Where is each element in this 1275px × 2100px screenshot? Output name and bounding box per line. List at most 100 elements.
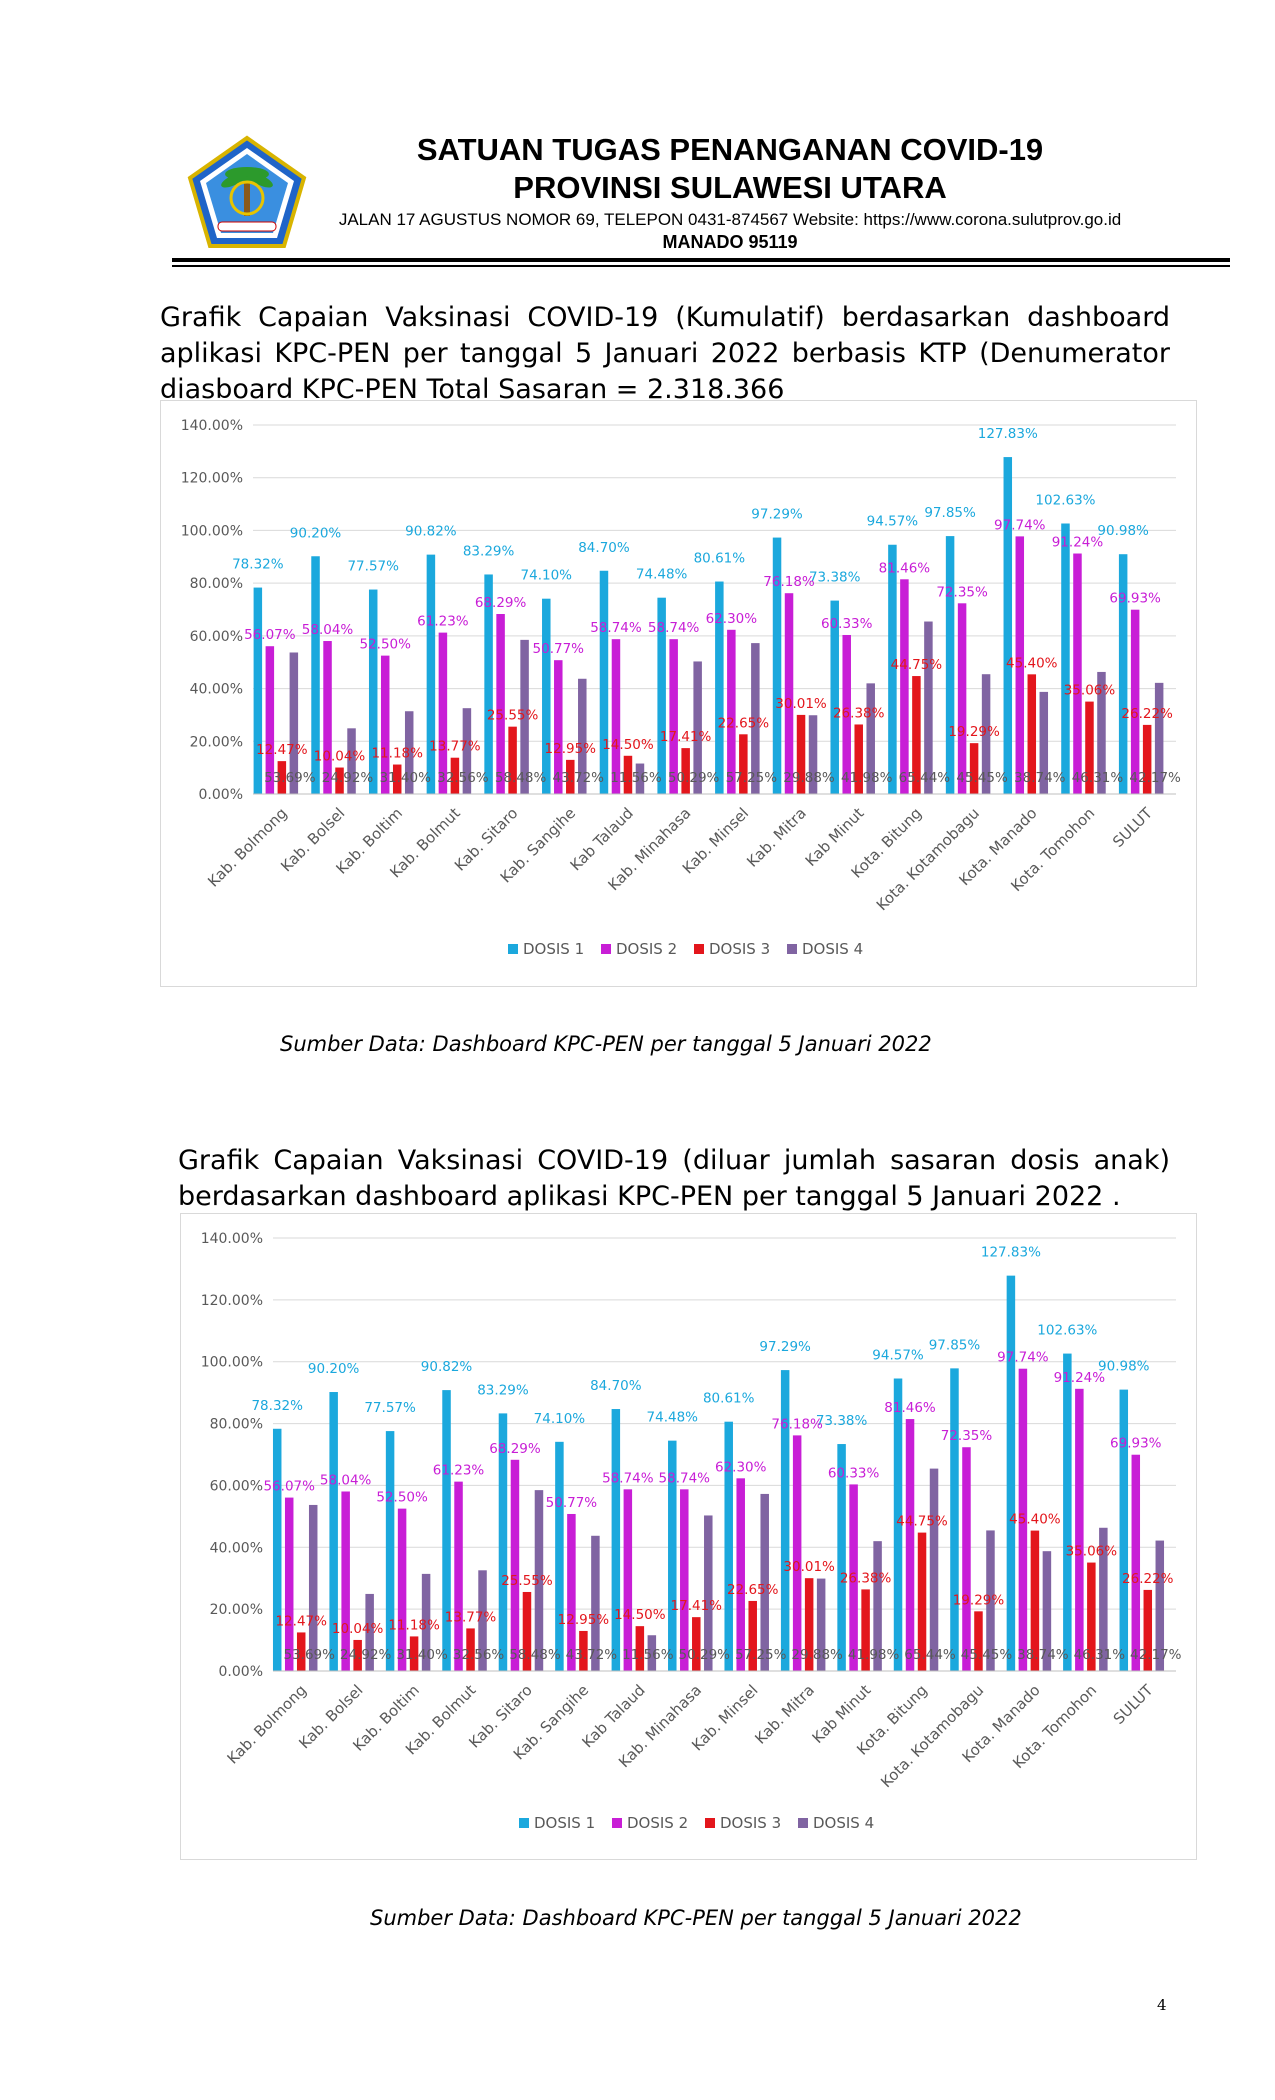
data-label: 56.07% <box>263 1479 315 1495</box>
bar-dosis-1 <box>1118 554 1128 794</box>
bar-dosis-3 <box>450 757 460 794</box>
bar-dosis-4 <box>308 1504 318 1671</box>
legend-label: DOSIS 2 <box>627 1814 688 1832</box>
bar-dosis-1 <box>1003 457 1013 794</box>
data-label: 94.57% <box>867 514 919 530</box>
legend-swatch <box>705 1818 715 1828</box>
bar-dosis-4 <box>929 1468 939 1671</box>
bar-dosis-4 <box>704 1515 713 1671</box>
bar-dosis-4 <box>534 1490 544 1671</box>
bar-dosis-2 <box>554 660 563 794</box>
data-label: 74.10% <box>521 568 573 584</box>
bar-dosis-3 <box>1027 674 1037 794</box>
data-label: 74.48% <box>636 567 688 583</box>
data-label: 19.29% <box>953 1592 1005 1608</box>
data-label: 97.74% <box>997 1350 1049 1366</box>
bar-dosis-3 <box>635 1626 645 1671</box>
data-label: 68.29% <box>489 1441 541 1457</box>
data-label: 84.70% <box>590 1378 642 1394</box>
data-label: 76.18% <box>763 574 815 590</box>
bar-dosis-2 <box>611 639 621 794</box>
y-tick-label: 0.00% <box>219 1664 263 1680</box>
data-label: 38.74% <box>1017 1647 1069 1663</box>
bar-dosis-4 <box>520 639 529 794</box>
province-logo <box>184 134 310 252</box>
bar-dosis-2 <box>1073 553 1082 794</box>
bar-dosis-1 <box>555 1441 564 1671</box>
bar-dosis-4 <box>924 621 933 794</box>
bar-dosis-3 <box>409 1636 419 1671</box>
bar-dosis-3 <box>623 755 633 794</box>
bar-dosis-3 <box>1087 1562 1096 1671</box>
data-label: 11.18% <box>388 1617 440 1633</box>
data-label: 53.69% <box>264 770 316 786</box>
bar-dosis-2 <box>962 1447 971 1671</box>
bar-dosis-1 <box>668 1440 677 1671</box>
data-label: 45.45% <box>961 1647 1013 1663</box>
y-tick-label: 140.00% <box>181 418 243 434</box>
bar-dosis-1 <box>772 537 782 794</box>
data-label: 26.38% <box>833 705 885 721</box>
x-tick-label: Kab. Mitra <box>743 804 810 871</box>
bar-dosis-2 <box>265 646 275 794</box>
bar-dosis-3 <box>566 759 575 794</box>
data-label: 22.65% <box>727 1582 779 1598</box>
bar-dosis-1 <box>426 554 436 794</box>
x-tick-label: Kota. Kotamobagu <box>873 804 983 914</box>
legend-label: DOSIS 3 <box>720 1814 781 1832</box>
data-label: 53.69% <box>283 1647 335 1663</box>
bar-dosis-2 <box>284 1497 294 1671</box>
bar-dosis-1 <box>329 1392 338 1671</box>
data-label: 65.44% <box>904 1647 956 1663</box>
data-label: 58.48% <box>509 1647 561 1663</box>
data-label: 90.82% <box>421 1359 473 1375</box>
bar-dosis-3 <box>296 1632 306 1671</box>
bar-dosis-3 <box>739 734 748 794</box>
data-label: 84.70% <box>578 540 630 556</box>
bar-dosis-3 <box>912 676 921 794</box>
data-label: 44.75% <box>891 657 943 673</box>
data-label: 11.56% <box>610 770 662 786</box>
x-tick-label: Kab. Bolmong <box>224 1681 310 1767</box>
legend-label: DOSIS 1 <box>534 1814 595 1832</box>
data-label: 19.29% <box>948 724 1000 740</box>
data-label: 50.77% <box>546 1495 598 1511</box>
bar-dosis-1 <box>599 570 609 794</box>
data-label: 68.29% <box>475 595 527 611</box>
bar-dosis-4 <box>808 715 818 794</box>
bar-dosis-1 <box>1119 1389 1129 1671</box>
y-tick-label: 140.00% <box>201 1231 263 1247</box>
bar-dosis-2 <box>792 1435 802 1671</box>
legend-swatch <box>798 1818 808 1828</box>
bar-dosis-2 <box>1018 1368 1028 1671</box>
bar-dosis-4 <box>693 661 702 794</box>
bar-dosis-2 <box>1131 1454 1141 1671</box>
data-label: 77.57% <box>364 1400 416 1416</box>
bar-dosis-4 <box>751 643 760 794</box>
data-label: 61.23% <box>417 614 469 630</box>
y-tick-label: 20.00% <box>190 734 243 750</box>
data-label: 12.47% <box>256 742 308 758</box>
bar-dosis-4 <box>1097 671 1106 794</box>
data-label: 50.29% <box>668 770 720 786</box>
data-label: 90.20% <box>290 525 342 541</box>
data-label: 24.92% <box>340 1647 392 1663</box>
data-label: 42.17% <box>1129 770 1181 786</box>
data-label: 12.95% <box>545 741 597 757</box>
chart2-frame: 0.00% 20.00% 40.00% 60.00% 80.00% 100.00% 120.… <box>180 1213 1197 1860</box>
data-label: 57.25% <box>726 770 778 786</box>
legend-label: DOSIS 1 <box>523 940 584 958</box>
x-tick-label: SULUT <box>1110 1681 1157 1728</box>
bar-dosis-4 <box>1042 1551 1052 1671</box>
bar-dosis-3 <box>353 1639 362 1671</box>
data-label: 45.40% <box>1006 655 1058 671</box>
y-tick-label: 20.00% <box>210 1602 263 1618</box>
bar-dosis-3 <box>1085 701 1094 794</box>
bar-dosis-4 <box>760 1493 769 1671</box>
bar-dosis-1 <box>657 597 666 794</box>
chart1-description: Grafik Capaian Vaksinasi COVID-19 (Kumul… <box>160 302 1170 405</box>
data-label: 83.29% <box>477 1382 529 1398</box>
bar-dosis-1 <box>945 536 955 794</box>
bar-dosis-3 <box>917 1532 927 1671</box>
header-title-line2: PROVINSI SULAWESI UTARA <box>513 170 947 205</box>
